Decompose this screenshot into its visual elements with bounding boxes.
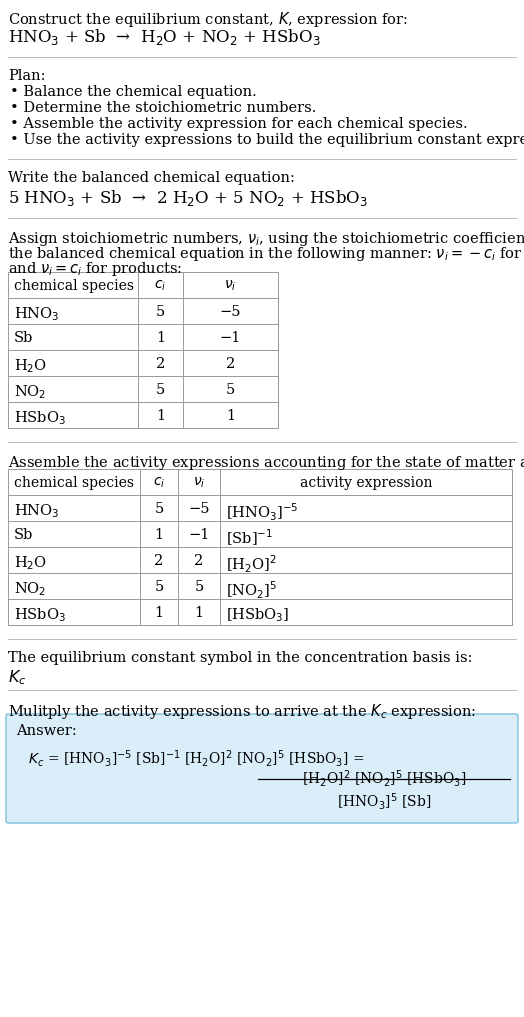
Text: chemical species: chemical species [14,476,134,490]
Text: 2: 2 [156,357,165,371]
Text: Sb: Sb [14,331,34,345]
Text: [HSbO$_3$]: [HSbO$_3$] [226,606,289,623]
Text: 5 HNO$_3$ + Sb  →  2 H$_2$O + 5 NO$_2$ + HSbO$_3$: 5 HNO$_3$ + Sb → 2 H$_2$O + 5 NO$_2$ + H… [8,188,368,208]
Text: NO$_2$: NO$_2$ [14,580,46,598]
Text: $\nu_i$: $\nu_i$ [193,476,205,490]
Text: 5: 5 [156,383,165,397]
Text: 5: 5 [155,502,163,516]
Text: H$_2$O: H$_2$O [14,357,47,374]
Text: 1: 1 [156,331,165,345]
Text: 5: 5 [194,580,204,594]
Text: • Balance the chemical equation.: • Balance the chemical equation. [10,85,257,99]
Text: $K_c$: $K_c$ [8,668,26,686]
Text: [H$_2$O]$^2$ [NO$_2$]$^5$ [HSbO$_3$]: [H$_2$O]$^2$ [NO$_2$]$^5$ [HSbO$_3$] [302,768,466,789]
Text: • Assemble the activity expression for each chemical species.: • Assemble the activity expression for e… [10,117,467,131]
Text: HNO$_3$: HNO$_3$ [14,502,59,520]
Text: Assemble the activity expressions accounting for the state of matter and $\nu_i$: Assemble the activity expressions accoun… [8,454,524,472]
Text: Construct the equilibrium constant, $K$, expression for:: Construct the equilibrium constant, $K$,… [8,10,408,29]
Text: chemical species: chemical species [14,279,134,293]
Text: 5: 5 [155,580,163,594]
Text: 5: 5 [226,383,235,397]
Bar [8,469,512,625]
Text: [Sb]$^{-1}$: [Sb]$^{-1}$ [226,528,273,548]
Text: Answer:: Answer: [16,724,77,738]
Text: Sb: Sb [14,528,34,542]
Text: 1: 1 [226,409,235,423]
Text: 2: 2 [155,554,163,569]
Text: 2: 2 [194,554,204,569]
Text: Write the balanced chemical equation:: Write the balanced chemical equation: [8,171,295,185]
Text: The equilibrium constant symbol in the concentration basis is:: The equilibrium constant symbol in the c… [8,651,473,665]
Text: −5: −5 [188,502,210,516]
Text: activity expression: activity expression [300,476,432,490]
Text: HNO$_3$: HNO$_3$ [14,305,59,322]
Text: the balanced chemical equation in the following manner: $\nu_i = -c_i$ for react: the balanced chemical equation in the fo… [8,245,524,263]
Text: $\nu_i$: $\nu_i$ [224,279,237,293]
Text: HSbO$_3$: HSbO$_3$ [14,606,66,623]
Text: and $\nu_i = c_i$ for products:: and $\nu_i = c_i$ for products: [8,260,182,278]
Text: $c_i$: $c_i$ [153,476,165,490]
FancyBboxPatch shape [6,714,518,823]
Text: [HNO$_3$]$^5$ [Sb]: [HNO$_3$]$^5$ [Sb] [337,791,431,812]
Text: [HNO$_3$]$^{-5}$: [HNO$_3$]$^{-5}$ [226,502,299,524]
Text: [NO$_2$]$^5$: [NO$_2$]$^5$ [226,580,277,601]
Text: 5: 5 [156,305,165,319]
Text: $c_i$: $c_i$ [155,279,167,293]
Text: −1: −1 [188,528,210,542]
Text: 1: 1 [155,606,163,620]
Text: 1: 1 [155,528,163,542]
Text: • Determine the stoichiometric numbers.: • Determine the stoichiometric numbers. [10,101,316,115]
Text: HSbO$_3$: HSbO$_3$ [14,409,66,427]
Text: 1: 1 [194,606,203,620]
Text: −5: −5 [220,305,241,319]
Text: Plan:: Plan: [8,69,46,83]
Text: 2: 2 [226,357,235,371]
Text: NO$_2$: NO$_2$ [14,383,46,401]
Text: HNO$_3$ + Sb  →  H$_2$O + NO$_2$ + HSbO$_3$: HNO$_3$ + Sb → H$_2$O + NO$_2$ + HSbO$_3… [8,27,321,47]
Text: [H$_2$O]$^2$: [H$_2$O]$^2$ [226,554,277,576]
Text: −1: −1 [220,331,241,345]
Text: Mulitply the activity expressions to arrive at the $K_c$ expression:: Mulitply the activity expressions to arr… [8,702,476,721]
Text: H$_2$O: H$_2$O [14,554,47,572]
Text: • Use the activity expressions to build the equilibrium constant expression.: • Use the activity expressions to build … [10,133,524,147]
Text: $K_c$ = [HNO$_3$]$^{-5}$ [Sb]$^{-1}$ [H$_2$O]$^2$ [NO$_2$]$^5$ [HSbO$_3$] =: $K_c$ = [HNO$_3$]$^{-5}$ [Sb]$^{-1}$ [H$… [28,747,365,769]
Bar [8,272,278,428]
Text: 1: 1 [156,409,165,423]
Text: Assign stoichiometric numbers, $\nu_i$, using the stoichiometric coefficients, $: Assign stoichiometric numbers, $\nu_i$, … [8,230,524,248]
